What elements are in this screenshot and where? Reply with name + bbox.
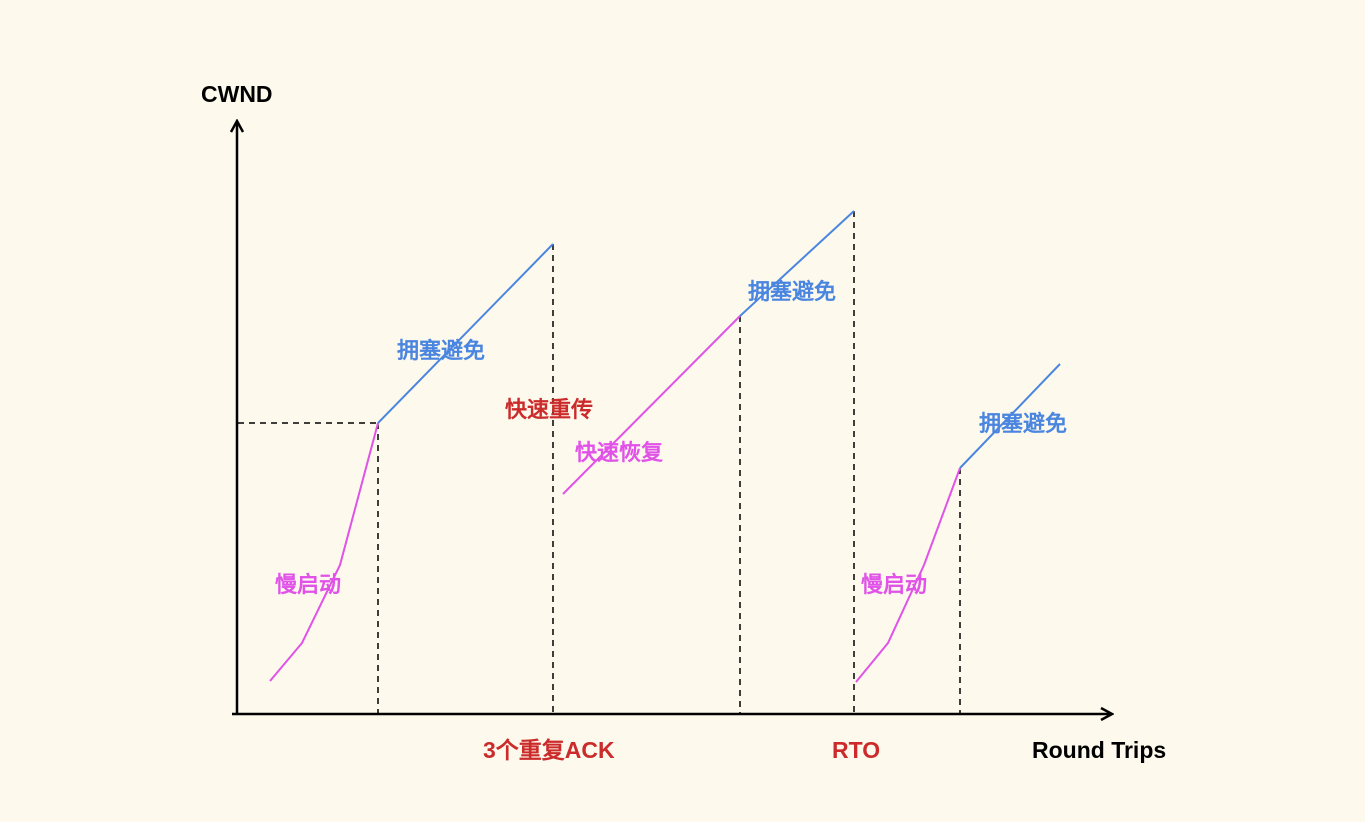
fast-recovery-line: [562, 315, 741, 495]
congestion-avoidance-line-3: [959, 363, 1061, 469]
slow-start-label-1: 慢启动: [275, 572, 341, 598]
congestion-avoidance-label-1: 拥塞避免: [397, 338, 485, 364]
y-axis-label: CWND: [201, 81, 273, 107]
x-axis-label: Round Trips: [1032, 737, 1166, 763]
congestion-avoidance-label-2: 拥塞避免: [748, 279, 836, 305]
slow-start-curve-2: [855, 467, 961, 683]
congestion-avoidance-line-1: [377, 243, 554, 424]
slow-start-curve-1: [269, 422, 379, 682]
fast-recovery-label: 快速恢复: [575, 440, 664, 466]
congestion-avoidance-line-2: [739, 210, 855, 317]
fast-retransmit-label: 快速重传: [505, 397, 593, 423]
slow-start-label-2: 慢启动: [861, 572, 927, 598]
rto-event-label: RTO: [832, 737, 880, 763]
dup-ack-event-label: 3个重复ACK: [483, 737, 615, 763]
congestion-avoidance-label-3: 拥塞避免: [979, 411, 1067, 437]
